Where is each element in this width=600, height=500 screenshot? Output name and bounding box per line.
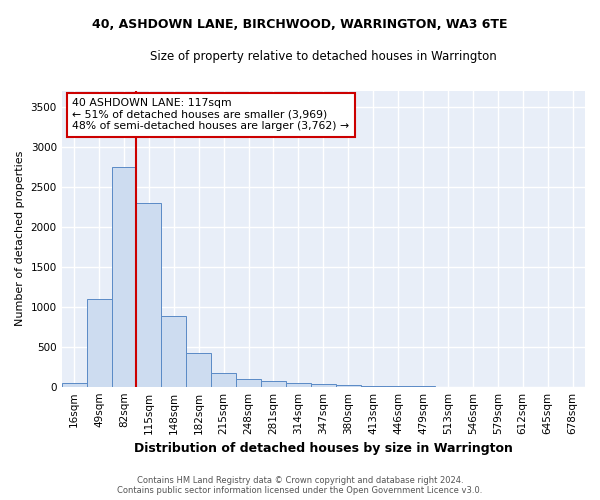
X-axis label: Distribution of detached houses by size in Warrington: Distribution of detached houses by size …: [134, 442, 513, 455]
Bar: [62, 382, 86, 386]
Bar: [161, 316, 186, 386]
Y-axis label: Number of detached properties: Number of detached properties: [15, 151, 25, 326]
Bar: [261, 382, 286, 386]
Text: 40, ASHDOWN LANE, BIRCHWOOD, WARRINGTON, WA3 6TE: 40, ASHDOWN LANE, BIRCHWOOD, WARRINGTON,…: [92, 18, 508, 30]
Bar: [136, 202, 161, 386]
Bar: [86, 298, 112, 386]
Bar: [236, 378, 261, 386]
Bar: [112, 166, 136, 386]
Title: Size of property relative to detached houses in Warrington: Size of property relative to detached ho…: [150, 50, 497, 63]
Bar: [186, 353, 211, 386]
Bar: [311, 384, 336, 386]
Bar: [336, 385, 361, 386]
Text: 40 ASHDOWN LANE: 117sqm
← 51% of detached houses are smaller (3,969)
48% of semi: 40 ASHDOWN LANE: 117sqm ← 51% of detache…: [72, 98, 349, 131]
Bar: [211, 372, 236, 386]
Bar: [286, 383, 311, 386]
Text: Contains HM Land Registry data © Crown copyright and database right 2024.
Contai: Contains HM Land Registry data © Crown c…: [118, 476, 482, 495]
